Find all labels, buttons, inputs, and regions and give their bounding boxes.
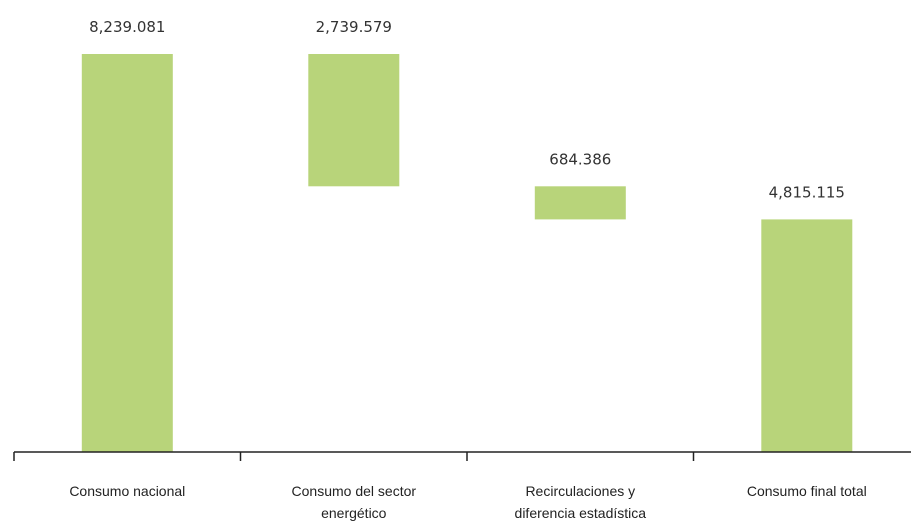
data-label-3: 684.386 bbox=[549, 150, 611, 168]
bar-2 bbox=[308, 54, 400, 187]
bar-4 bbox=[761, 219, 853, 452]
data-label-2: 2,739.579 bbox=[316, 18, 392, 36]
category-labels-group: Consumo nacional Consumo del sector energé… bbox=[69, 483, 866, 521]
bar-1 bbox=[81, 54, 173, 452]
data-label-4: 4,815.115 bbox=[769, 183, 845, 201]
x-axis bbox=[13, 451, 911, 461]
value-labels-group: 8,239.081 2,739.579 684.386 4,815.115 bbox=[89, 18, 845, 201]
bar-3 bbox=[534, 186, 626, 220]
category-label-1: Consumo nacional bbox=[69, 483, 185, 499]
data-label-1: 8,239.081 bbox=[89, 18, 165, 36]
category-label-2: Consumo del sector energético bbox=[292, 483, 417, 521]
category-label-4: Consumo final total bbox=[747, 483, 867, 499]
bars-group bbox=[81, 54, 853, 452]
category-label-3: Recirculaciones y diferencia estadística bbox=[515, 483, 647, 521]
